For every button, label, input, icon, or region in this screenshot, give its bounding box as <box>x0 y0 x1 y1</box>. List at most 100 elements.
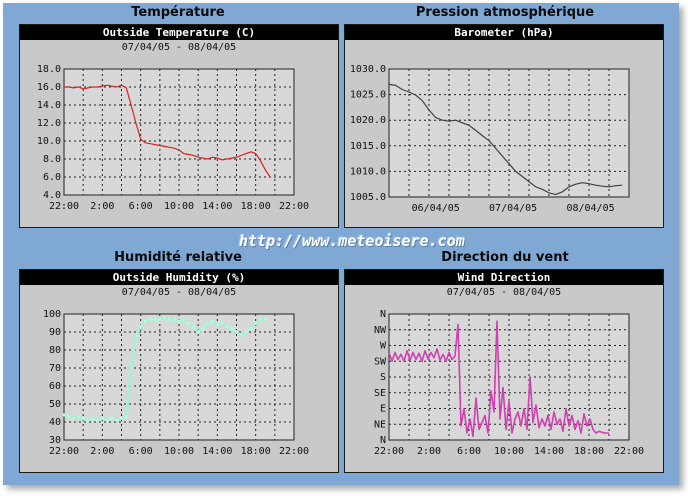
pressure-chart: 1005.0 1010.0 1015.0 1020.0 1025.0 1030.0 06/0… <box>350 64 630 214</box>
temperature-chart-title: Outside Temperature (C) <box>20 25 338 40</box>
pressure-y-tick-label: 1020.0 <box>350 115 386 126</box>
pressure-plot-area <box>388 68 630 198</box>
humidity-panel: Outside Humidity (%) 07/04/05 - 08/04/05… <box>19 269 339 473</box>
temperature-x-tick-label: 18:00 <box>241 201 271 212</box>
wind-panel: Wind Direction 07/04/05 - 08/04/05 N NE E S… <box>344 269 664 473</box>
wind-x-tick-label: 22:00 <box>374 446 404 457</box>
wind-x-tick-label: 2:00 <box>417 446 441 457</box>
humidity-y-tick-label: 100 <box>43 309 61 320</box>
pressure-x-tick-label: 06/04/05 <box>412 203 460 214</box>
humidity-y-tick-label: 40 <box>49 417 61 428</box>
page-frame: Température Pression atmosphérique Humid… <box>3 3 679 485</box>
wind-series-line <box>388 320 609 438</box>
pressure-y-tick-label: 1025.0 <box>350 90 386 101</box>
temperature-date-range: 07/04/05 - 08/04/05 <box>121 42 237 53</box>
humidity-chart-title: Outside Humidity (%) <box>20 270 338 285</box>
humidity-data-point <box>225 325 229 329</box>
wind-y-tick-label: E <box>380 404 386 415</box>
pressure-series-line <box>388 83 623 195</box>
wind-y-tick-label: S <box>380 372 386 383</box>
humidity-y-tick-label: 90 <box>49 327 61 338</box>
wind-x-tick-label: 6:00 <box>457 446 481 457</box>
humidity-data-point <box>91 416 95 420</box>
humidity-data-point <box>215 323 219 327</box>
humidity-data-point <box>143 319 148 323</box>
humidity-x-tick-label: 22:00 <box>279 446 309 457</box>
humidity-data-point <box>206 321 210 325</box>
humidity-x-tick-label: 14:00 <box>202 446 232 457</box>
humidity-data-point <box>191 325 195 329</box>
wind-x-tick-label: 18:00 <box>574 446 604 457</box>
temperature-chart: 4.0 6.0 8.0 10.0 12.0 14.0 16.0 18.0 22:00 2:00 6:… <box>37 64 309 212</box>
wind-y-tick-label: W <box>380 341 387 352</box>
humidity-data-point <box>210 319 215 323</box>
wind-x-tick-label: 10:00 <box>494 446 524 457</box>
temperature-y-tick-label: 16.0 <box>37 82 61 93</box>
temperature-series-line <box>64 84 271 178</box>
humidity-y-tick-label: 60 <box>49 381 61 392</box>
section-title-wind: Direction du vent <box>441 250 569 265</box>
pressure-x-tick-label: 07/04/05 <box>489 203 537 214</box>
humidity-data-point <box>263 317 267 321</box>
humidity-data-point <box>95 418 100 422</box>
wind-y-tick-label: SE <box>374 388 386 399</box>
humidity-data-point <box>186 321 191 325</box>
humidity-y-tick-label: 50 <box>49 399 61 410</box>
humidity-y-tick-label: 30 <box>49 435 61 446</box>
humidity-data-point <box>249 326 253 330</box>
wind-y-tick-label: SW <box>374 356 387 367</box>
temperature-y-tick-label: 18.0 <box>37 64 61 75</box>
wind-y-tick-label: N <box>380 309 386 320</box>
humidity-data-point <box>239 334 243 338</box>
temperature-y-tick-label: 14.0 <box>37 100 61 111</box>
temperature-x-tick-label: 2:00 <box>90 201 114 212</box>
wind-chart-title: Wind Direction <box>345 270 663 285</box>
section-title-pressure: Pression atmosphérique <box>415 5 595 20</box>
temperature-x-tick-label: 6:00 <box>129 201 153 212</box>
humidity-x-tick-label: 6:00 <box>129 446 153 457</box>
temperature-y-tick-label: 10.0 <box>37 136 61 147</box>
wind-x-tick-label: 14:00 <box>534 446 564 457</box>
humidity-y-tick-label: 80 <box>49 345 61 356</box>
humidity-data-point <box>81 416 85 420</box>
humidity-data-point <box>167 317 172 321</box>
humidity-data-point <box>220 321 224 325</box>
humidity-data-point <box>172 317 176 321</box>
temperature-y-tick-label: 8.0 <box>43 154 61 165</box>
wind-y-tick-label: NE <box>374 419 386 430</box>
wind-y-tick-label: NW <box>374 325 387 336</box>
humidity-data-point <box>62 413 66 417</box>
pressure-chart-title: Barometer (hPa) <box>345 25 663 40</box>
pressure-x-tick-label: 08/04/05 <box>566 203 614 214</box>
pressure-y-tick-label: 1005.0 <box>350 192 386 203</box>
humidity-data-point <box>177 319 181 323</box>
humidity-data-point <box>119 416 124 420</box>
humidity-data-point <box>129 366 133 370</box>
humidity-data-point <box>182 317 186 321</box>
humidity-data-point <box>230 326 234 330</box>
pressure-y-tick-label: 1030.0 <box>350 64 386 75</box>
pressure-y-tick-label: 1015.0 <box>350 141 386 152</box>
temperature-plot-area <box>63 68 295 196</box>
humidity-data-point <box>100 416 104 420</box>
temperature-x-tick-label: 14:00 <box>202 201 232 212</box>
humidity-data-point <box>234 330 239 334</box>
humidity-data-point <box>254 321 258 325</box>
watermark-url: http://www.meteoisere.com <box>239 232 465 250</box>
humidity-x-tick-label: 18:00 <box>241 446 271 457</box>
humidity-data-point <box>67 415 71 419</box>
temperature-y-tick-label: 4.0 <box>43 190 61 201</box>
temperature-y-tick-label: 6.0 <box>43 172 61 183</box>
humidity-data-point <box>196 330 200 334</box>
humidity-data-point <box>201 326 205 330</box>
humidity-data-point <box>139 325 143 329</box>
humidity-chart: 30 40 50 60 70 80 90 100 22:00 2:00 6:00 10:00 14:00… <box>43 309 309 457</box>
humidity-data-point <box>86 418 90 422</box>
section-title-humidity: Humidité relative <box>114 250 242 265</box>
temperature-x-tick-label: 10:00 <box>164 201 194 212</box>
humidity-data-point <box>163 316 167 320</box>
humidity-data-point <box>134 334 138 338</box>
section-title-temperature: Température <box>131 5 225 20</box>
temperature-x-tick-label: 22:00 <box>279 201 309 212</box>
humidity-y-tick-label: 70 <box>49 363 61 374</box>
